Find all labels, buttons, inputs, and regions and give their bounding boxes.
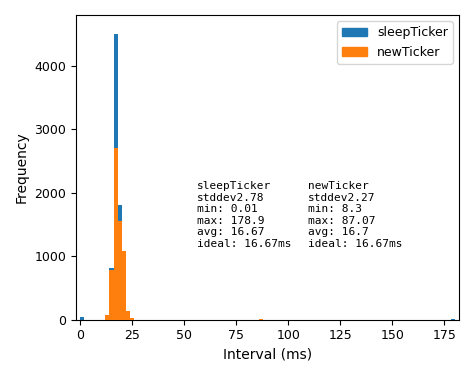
Bar bbox=[114, 148, 118, 320]
Bar bbox=[126, 311, 130, 320]
Text: newTicker
stddev2.27
min: 8.3
max: 87.07
avg: 16.7
ideal: 16.67ms: newTicker stddev2.27 min: 8.3 max: 87.07… bbox=[308, 181, 402, 249]
X-axis label: Interval (ms): Interval (ms) bbox=[223, 348, 312, 362]
Bar bbox=[80, 317, 84, 320]
Legend: sleepTicker, newTicker: sleepTicker, newTicker bbox=[337, 21, 453, 63]
Bar bbox=[105, 315, 109, 320]
Bar bbox=[109, 268, 114, 320]
Bar bbox=[114, 34, 118, 320]
Bar bbox=[118, 221, 122, 320]
Bar bbox=[122, 315, 126, 320]
Bar bbox=[130, 318, 135, 320]
Bar bbox=[126, 319, 130, 320]
Y-axis label: Frequency: Frequency bbox=[15, 132, 29, 203]
Text: sleepTicker
stddev2.78
min: 0.01
max: 178.9
avg: 16.67
ideal: 16.67ms: sleepTicker stddev2.78 min: 0.01 max: 17… bbox=[197, 181, 291, 249]
Bar bbox=[122, 251, 126, 320]
Bar bbox=[109, 270, 114, 320]
Bar bbox=[118, 205, 122, 320]
